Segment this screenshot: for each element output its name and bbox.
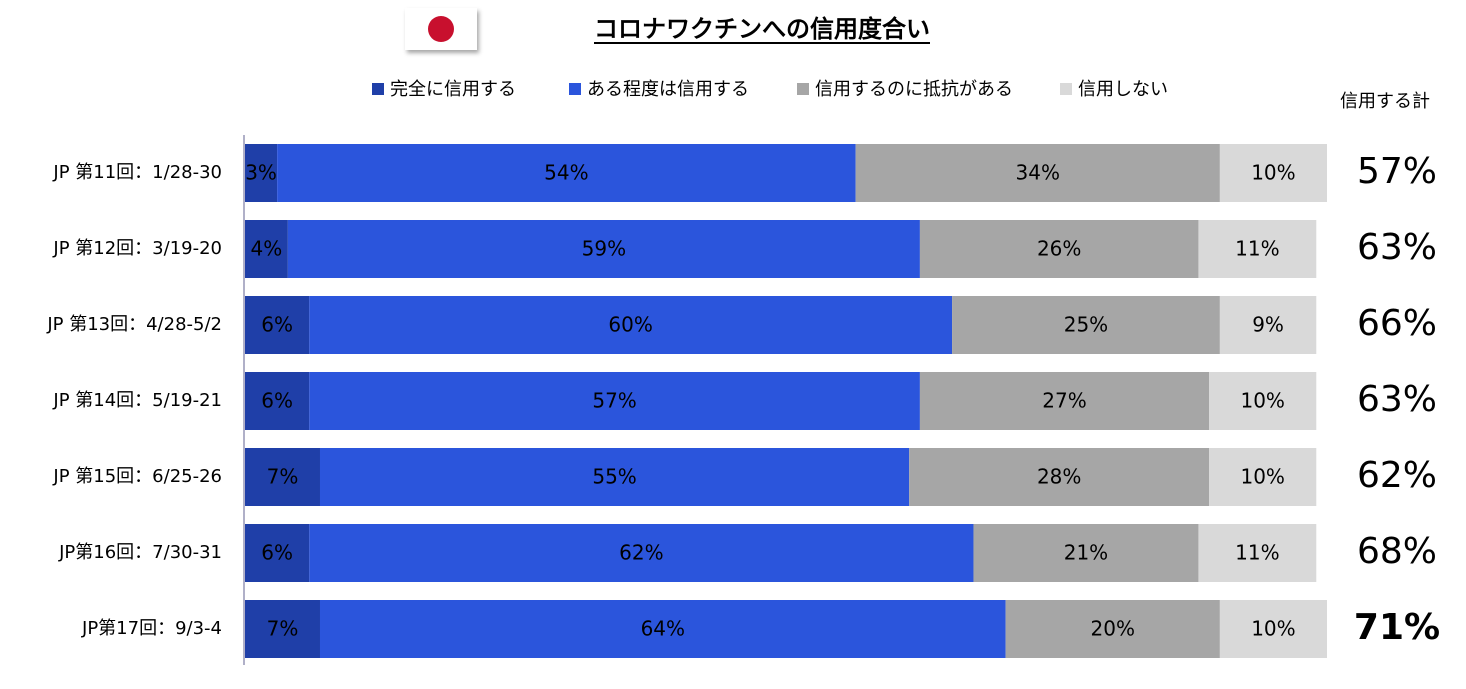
category-label: JP 第15回：6/25-26 xyxy=(52,466,222,487)
legend-label: 信用しない xyxy=(1078,79,1168,100)
value-label: 21% xyxy=(1064,541,1108,565)
bar-segment xyxy=(245,372,310,430)
total-label: 71% xyxy=(1354,607,1440,648)
bar-segment xyxy=(952,296,1220,354)
bar-segment xyxy=(245,448,320,506)
bar-segment xyxy=(309,524,974,582)
bar-segment xyxy=(319,448,910,506)
legend-swatch xyxy=(372,83,384,95)
value-label: 60% xyxy=(608,313,652,337)
value-label: 28% xyxy=(1037,465,1081,489)
bar-segment xyxy=(1005,600,1220,658)
bar-segment xyxy=(1209,372,1317,430)
total-label: 66% xyxy=(1357,303,1437,344)
value-label: 7% xyxy=(267,617,299,641)
value-label: 20% xyxy=(1091,617,1135,641)
value-label: 7% xyxy=(267,465,299,489)
bar-segment xyxy=(1198,524,1317,582)
bar-segment xyxy=(1219,296,1317,354)
total-label: 57% xyxy=(1357,151,1437,192)
bar-segment xyxy=(1219,600,1327,658)
total-label: 68% xyxy=(1357,531,1437,572)
total-label: 62% xyxy=(1357,455,1437,496)
totals-header: 信用する計 xyxy=(1340,91,1430,112)
category-label: JP 第14回：5/19-21 xyxy=(52,390,222,411)
value-label: 4% xyxy=(251,237,283,261)
bar-segment xyxy=(919,372,1210,430)
legend-label: 信用するのに抵抗がある xyxy=(815,79,1013,100)
category-label: JP 第13回：4/28-5/2 xyxy=(46,314,222,335)
value-label: 11% xyxy=(1235,237,1279,261)
bar-segment xyxy=(855,144,1220,202)
value-label: 62% xyxy=(619,541,663,565)
category-label: JP第17回：9/3-4 xyxy=(81,618,222,639)
value-label: 64% xyxy=(641,617,685,641)
value-label: 10% xyxy=(1240,465,1284,489)
value-label: 10% xyxy=(1240,389,1284,413)
bar-segment xyxy=(245,600,320,658)
bar-segment xyxy=(1198,220,1317,278)
chart-title: コロナワクチンへの信用度合い xyxy=(594,15,930,43)
value-label: 25% xyxy=(1064,313,1108,337)
bar-segment xyxy=(245,220,288,278)
legend-swatch xyxy=(1060,83,1072,95)
bar-segment xyxy=(919,220,1199,278)
value-label: 6% xyxy=(261,313,293,337)
value-label: 57% xyxy=(592,389,636,413)
category-label: JP 第11回：1/28-30 xyxy=(52,162,222,183)
value-label: 27% xyxy=(1042,389,1086,413)
bar-segment xyxy=(909,448,1210,506)
bar-segment xyxy=(319,600,1006,658)
bar-segment xyxy=(245,144,278,202)
legend-label: ある程度は信用する xyxy=(587,79,749,100)
bar-segment xyxy=(1219,144,1327,202)
bar-segment xyxy=(1209,448,1317,506)
legend-swatch xyxy=(569,83,581,95)
value-label: 54% xyxy=(544,161,588,185)
value-label: 11% xyxy=(1235,541,1279,565)
value-label: 9% xyxy=(1252,313,1284,337)
category-label: JP第16回：7/30-31 xyxy=(58,542,222,563)
flag xyxy=(405,8,477,50)
total-label: 63% xyxy=(1357,227,1437,268)
bar-segment xyxy=(973,524,1199,582)
bar-segment xyxy=(309,372,920,430)
bar-segment xyxy=(277,144,856,202)
value-label: 55% xyxy=(592,465,636,489)
total-label: 63% xyxy=(1357,379,1437,420)
value-label: 6% xyxy=(261,541,293,565)
value-label: 59% xyxy=(582,237,626,261)
bar-segment xyxy=(287,220,920,278)
value-label: 10% xyxy=(1251,161,1295,185)
value-label: 26% xyxy=(1037,237,1081,261)
value-label: 10% xyxy=(1251,617,1295,641)
category-label: JP 第12回：3/19-20 xyxy=(52,238,222,259)
bar-segment xyxy=(309,296,953,354)
bar-segment xyxy=(245,524,310,582)
legend-label: 完全に信用する xyxy=(390,79,516,100)
bar-segment xyxy=(245,296,310,354)
legend-swatch xyxy=(797,83,809,95)
value-label: 3% xyxy=(245,161,277,185)
value-label: 6% xyxy=(261,389,293,413)
value-label: 34% xyxy=(1016,161,1060,185)
